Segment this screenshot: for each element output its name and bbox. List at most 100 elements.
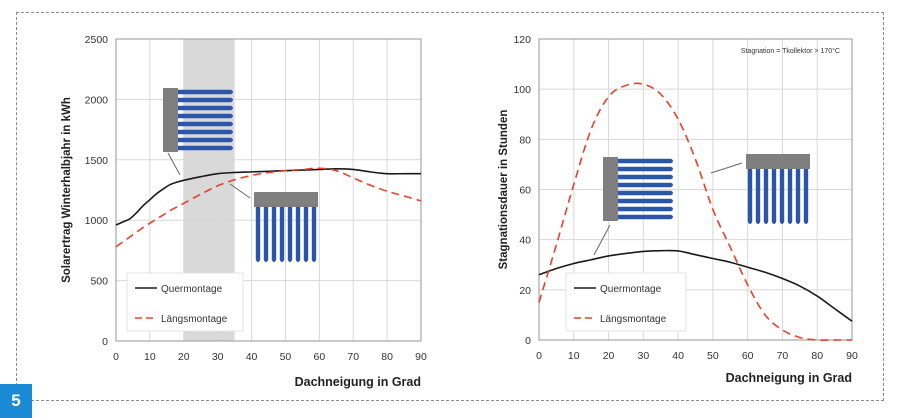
x-tick-label: 0 [536, 350, 542, 362]
figure-frame [16, 12, 884, 401]
stagnation-annotation: Stagnation = Tkollektor > 170°C [741, 47, 840, 55]
tube-shape [618, 182, 673, 188]
leader-line [593, 224, 611, 256]
y-tick-label: 1000 [85, 215, 109, 227]
tube-shape [295, 207, 301, 262]
tube-shape [618, 166, 673, 172]
series-line-quermontage [538, 249, 853, 322]
x-tick-label: 0 [113, 351, 119, 363]
legend-box [126, 272, 244, 332]
y-tick-label: 1500 [85, 155, 109, 167]
series-line-laengsmontage [115, 167, 422, 248]
x-axis-label: Dachneigung in Grad [295, 375, 421, 389]
legend-box [565, 272, 687, 332]
x-tick-label: 90 [846, 350, 858, 362]
y-tick-label: 2500 [85, 34, 109, 46]
tube-shape [771, 169, 777, 224]
tube-shape [255, 207, 261, 262]
tube-shape [755, 169, 761, 224]
y-tick-label: 0 [525, 335, 531, 347]
chart-1: 0 10 20 30 40 50 60 70 80 90 0 500 1000 1500 2000 2500 D… [61, 34, 427, 389]
legend: Quermontage Längsmontage [565, 272, 687, 332]
x-tick-label: 10 [144, 351, 156, 363]
y-tick-label: 60 [519, 185, 531, 197]
tube-shape [303, 207, 309, 262]
tube-shape [178, 145, 233, 151]
collector-vertical-tubes-icon [229, 183, 318, 262]
collector-vertical-tubes-icon [710, 154, 810, 224]
tube-shape [803, 169, 809, 224]
x-axis-label: Dachneigung in Grad [726, 371, 852, 385]
collector-horizontal-tubes-icon [163, 88, 233, 176]
figure-number-badge: 5 [0, 384, 32, 418]
y-tick-label: 500 [90, 276, 108, 288]
manifold-shape [254, 192, 318, 207]
x-tick-label: 20 [603, 350, 615, 362]
tube-shape [279, 207, 285, 262]
tube-shape [271, 207, 277, 262]
tube-shape [178, 137, 233, 143]
x-tick-label: 50 [280, 351, 292, 363]
tube-shape [178, 105, 233, 111]
y-tick-label: 0 [102, 336, 108, 348]
tube-shape [178, 129, 233, 135]
manifold-shape [603, 157, 618, 221]
legend-label: Quermontage [600, 284, 662, 295]
tube-shape [618, 198, 673, 204]
y-tick-label: 40 [519, 235, 531, 247]
x-tick-label: 30 [212, 351, 224, 363]
legend-label: Quermontage [161, 284, 223, 295]
x-tick-label: 50 [707, 350, 719, 362]
leader-line [229, 183, 251, 199]
tube-shape [287, 207, 293, 262]
x-tick-label: 20 [178, 351, 190, 363]
series-line-laengsmontage [538, 82, 852, 341]
x-tick-label: 60 [313, 351, 325, 363]
y-tick-label: 20 [519, 285, 531, 297]
tube-shape [779, 169, 785, 224]
plot-area-border [538, 38, 853, 341]
y-axis-label: Stagnationsdauer in Stunden [498, 110, 510, 270]
x-tick-label: 40 [672, 350, 684, 362]
tube-shape [178, 89, 233, 95]
tube-shape [618, 158, 673, 164]
leader-line [167, 152, 181, 176]
tube-shape [618, 206, 673, 212]
tube-shape [618, 214, 673, 220]
tube-shape [618, 174, 673, 180]
chart-2: 0 10 20 30 40 50 60 70 80 90 0 20 40 60 80 100 120 Dachne… [498, 34, 858, 385]
x-tick-label: 80 [381, 351, 393, 363]
tube-shape [178, 113, 233, 119]
manifold-shape [163, 88, 178, 152]
x-tick-label: 60 [742, 350, 754, 362]
x-tick-label: 80 [811, 350, 823, 362]
leader-line [710, 162, 743, 174]
collector-horizontal-tubes-icon [593, 157, 673, 256]
y-tick-label: 120 [513, 34, 531, 46]
tube-shape [763, 169, 769, 224]
legend-label: Längsmontage [600, 314, 667, 325]
y-tick-label: 2000 [85, 94, 109, 106]
x-tick-label: 30 [637, 350, 649, 362]
y-tick-label: 80 [519, 134, 531, 146]
x-tick-label: 40 [246, 351, 258, 363]
y-tick-label: 100 [513, 84, 531, 96]
tube-shape [178, 121, 233, 127]
series-line-quermontage [115, 168, 421, 226]
tube-shape [263, 207, 269, 262]
tube-shape [618, 190, 673, 196]
x-tick-label: 10 [568, 350, 580, 362]
legend: Quermontage Längsmontage [126, 272, 244, 332]
legend-label: Längsmontage [161, 314, 228, 325]
tube-shape [311, 207, 317, 262]
tube-shape [178, 97, 233, 103]
x-tick-label: 90 [415, 351, 427, 363]
x-tick-label: 70 [347, 351, 359, 363]
y-axis-label: Solarertrag Winterhalbjahr in kWh [61, 97, 73, 283]
tube-shape [747, 169, 753, 224]
plot-area-border [115, 38, 422, 342]
tube-shape [787, 169, 793, 224]
manifold-shape [746, 154, 810, 169]
tube-shape [795, 169, 801, 224]
